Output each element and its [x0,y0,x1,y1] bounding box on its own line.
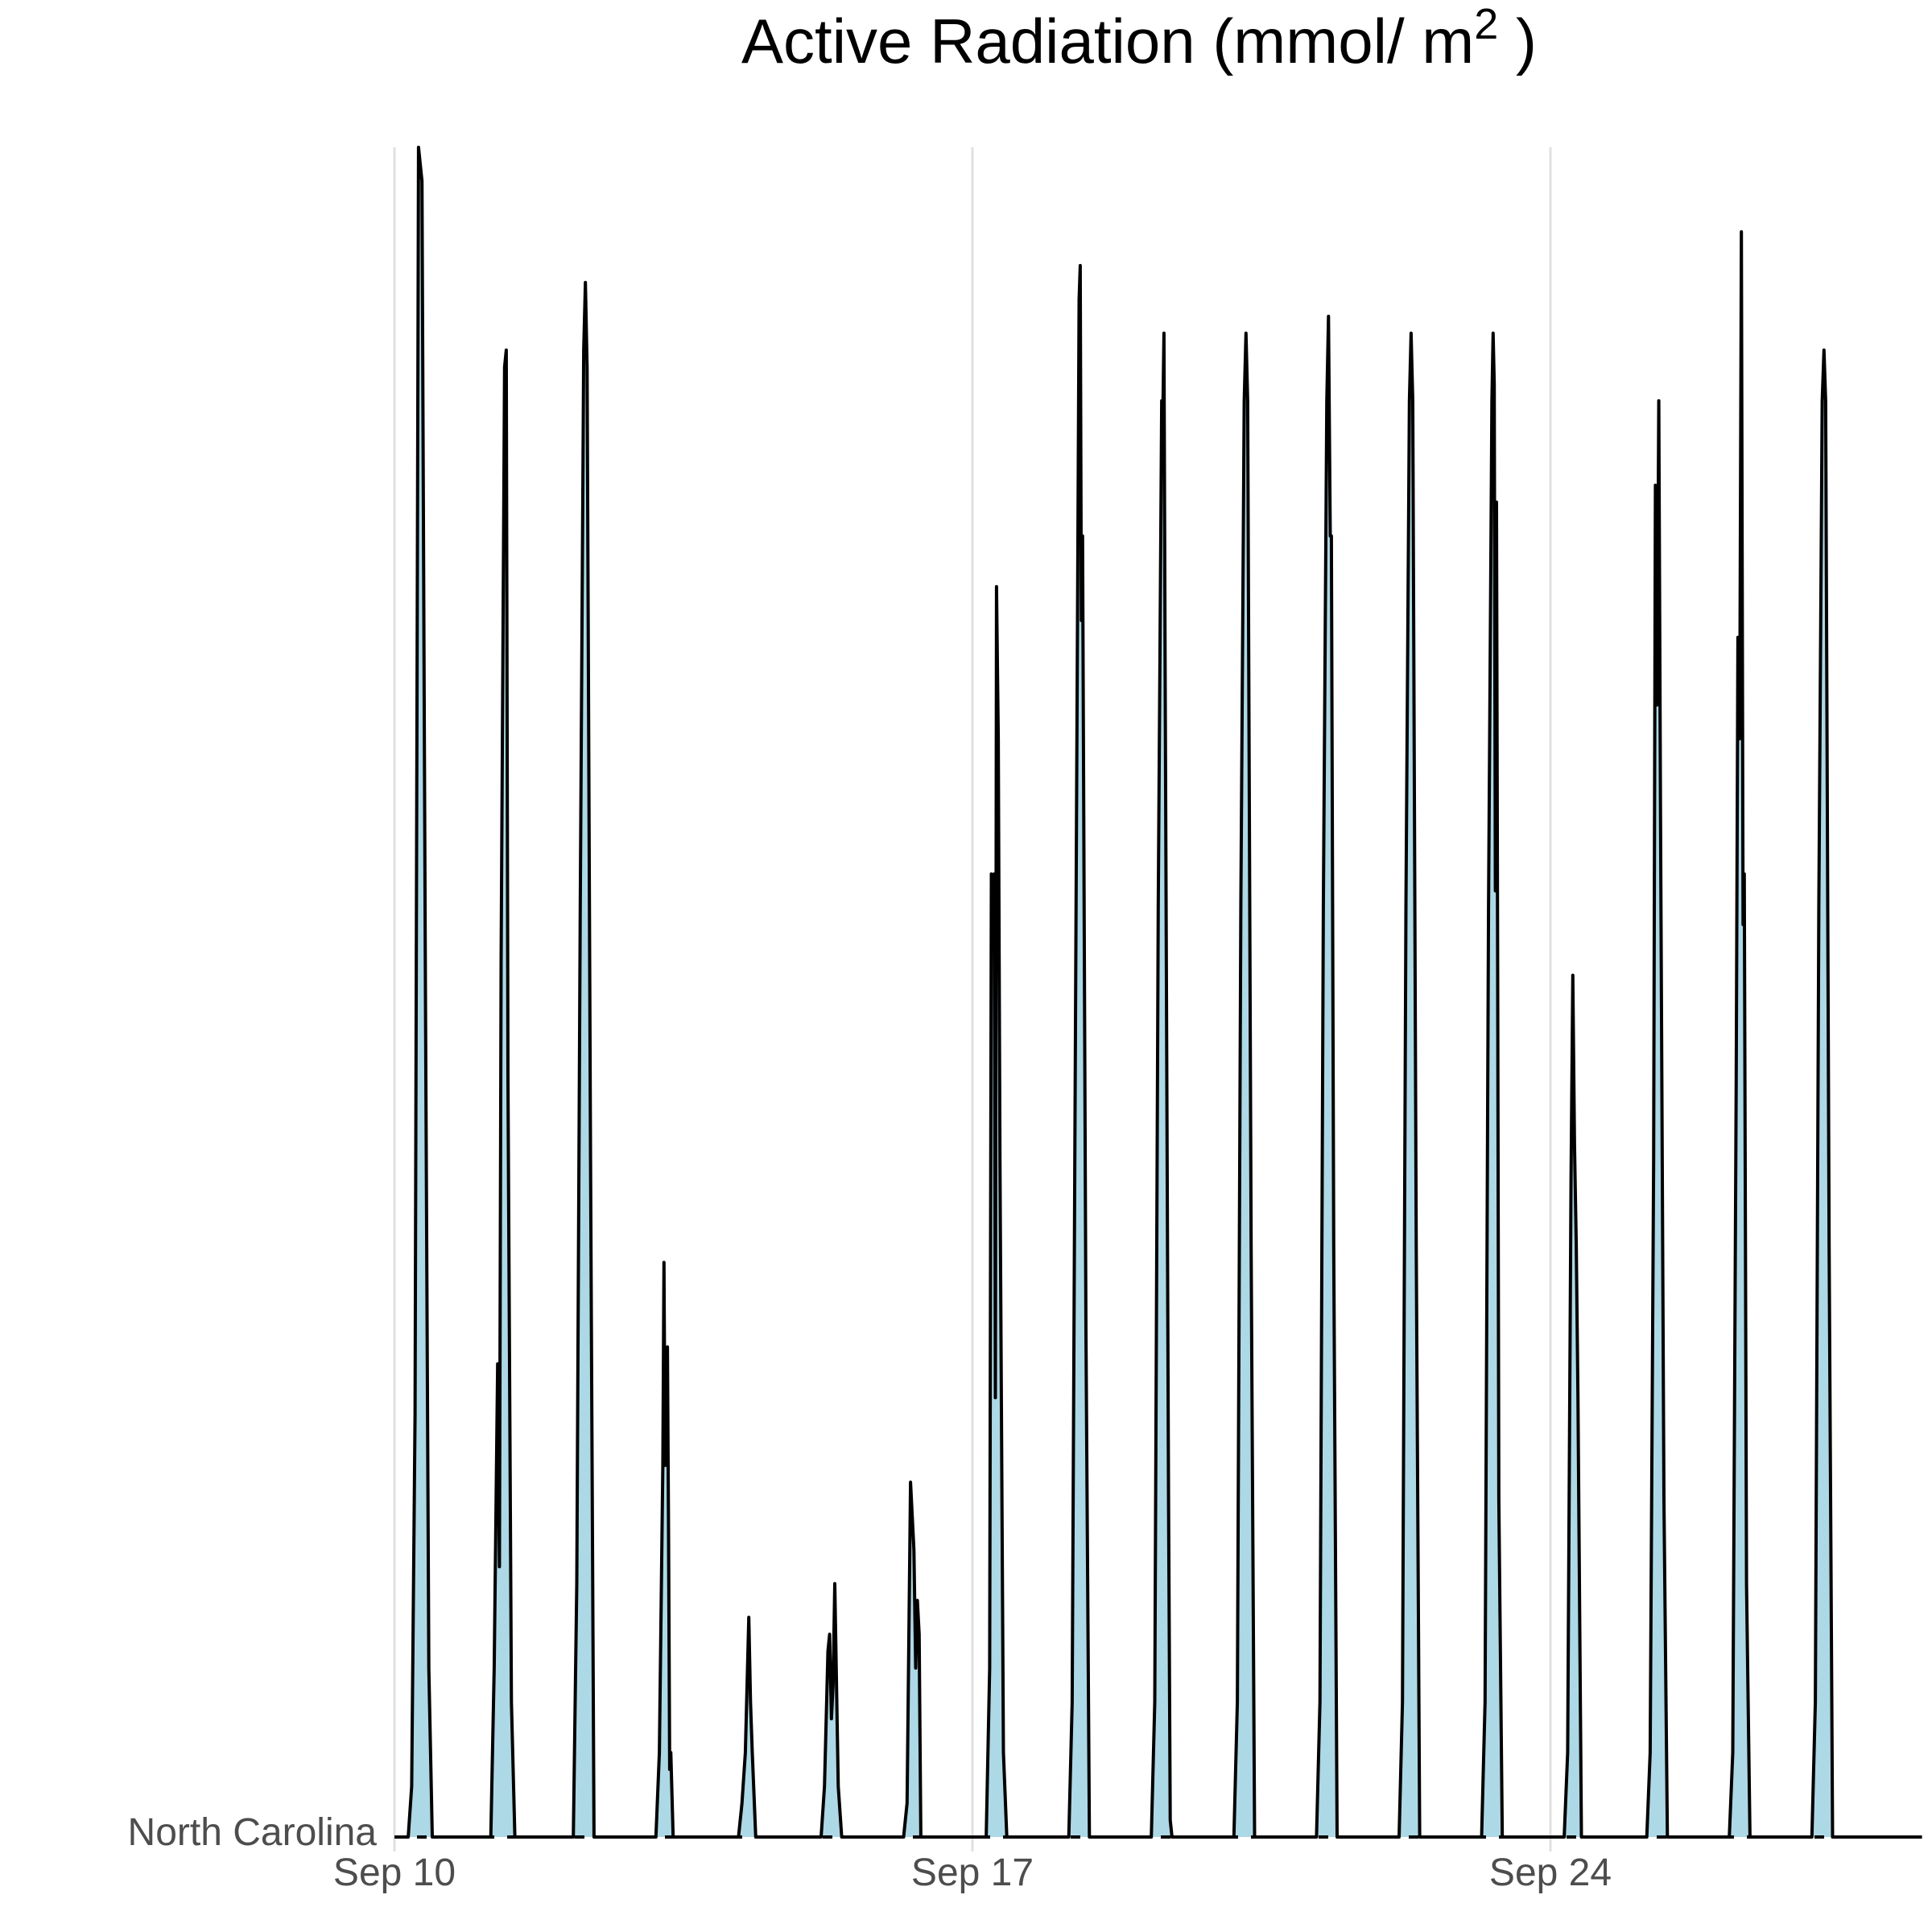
x-axis: Sep 10 Sep 17 Sep 24 [333,1852,1612,1894]
ridge-line-0 [394,146,1922,1839]
chart-title: Active Radiation (mmol/ m2 ) [741,0,1537,76]
x-tick-label-1: Sep 17 [911,1852,1034,1894]
x-tick-label-0: Sep 10 [333,1852,456,1894]
x-gridlines [393,147,1552,1852]
x-tick-label-2: Sep 24 [1489,1852,1612,1894]
chart-title-end: ) [1498,6,1537,76]
chart-title-superscript: 2 [1474,0,1498,48]
ridge-series [394,146,1922,1839]
chart-title-main: Active Radiation (mmol/ m [741,6,1474,76]
y-category-label: North Carolina [128,1811,378,1854]
